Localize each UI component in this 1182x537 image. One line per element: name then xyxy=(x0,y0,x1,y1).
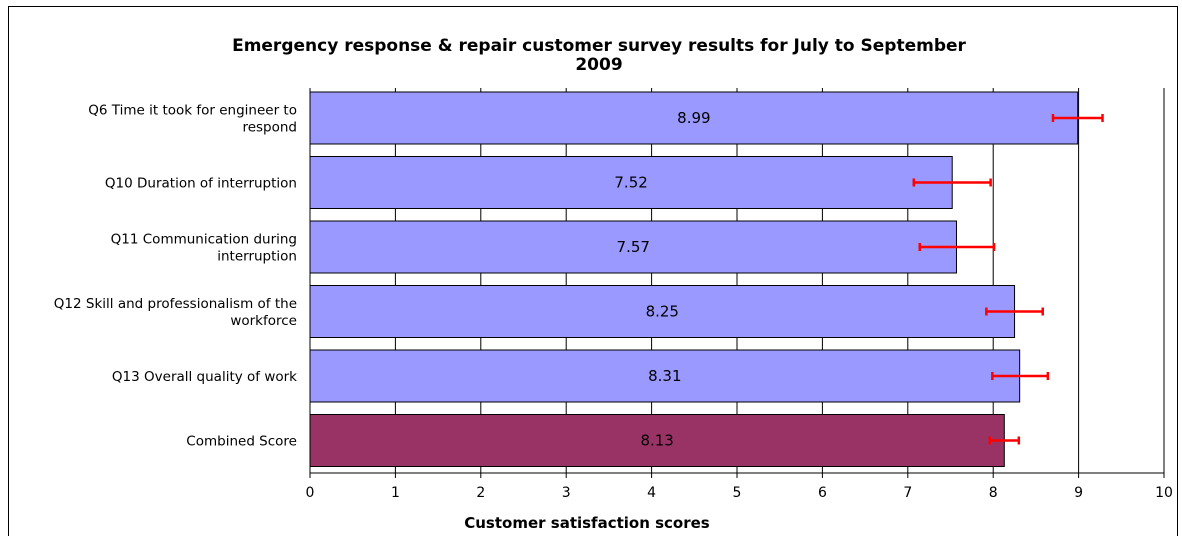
chart-title-line: Emergency response & repair customer sur… xyxy=(232,36,966,56)
x-tick-label: 8 xyxy=(989,485,998,501)
error-bar xyxy=(912,178,992,187)
x-tick-label: 10 xyxy=(1155,485,1173,501)
chart-svg: Emergency response & repair customer sur… xyxy=(54,36,1173,532)
chart-frame: Emergency response & repair customer sur… xyxy=(8,6,1178,536)
category-label: Q6 Time it took for engineer to xyxy=(88,103,297,119)
x-tick-label: 4 xyxy=(647,485,656,501)
bar xyxy=(309,414,1005,467)
x-tick-label: 9 xyxy=(1074,485,1083,501)
category-label: Q11 Communication during xyxy=(111,232,297,248)
error-bar xyxy=(991,372,1050,380)
value-label: 8.31 xyxy=(648,367,681,385)
x-tick-label: 3 xyxy=(562,485,571,501)
category-label: respond xyxy=(242,120,297,136)
category-label: Q12 Skill and professionalism of the xyxy=(54,296,297,312)
bars xyxy=(309,91,1079,467)
gridlines xyxy=(394,88,1165,473)
value-label: 7.52 xyxy=(614,174,647,192)
category-label: workforce xyxy=(230,313,297,329)
x-tick-label: 1 xyxy=(391,485,400,501)
value-label: 8.99 xyxy=(677,109,710,127)
x-tick-label: 6 xyxy=(818,485,827,501)
value-labels: 8.99 7.52 7.57 8.25 8.31 8.13 xyxy=(614,109,710,450)
category-label: Q10 Duration of interruption xyxy=(105,176,297,192)
x-axis-title: Customer satisfaction scores xyxy=(464,514,710,532)
bar xyxy=(309,285,1016,338)
x-tick-label: 7 xyxy=(903,485,912,501)
x-tick-label: 5 xyxy=(733,485,742,501)
value-label: 8.13 xyxy=(640,432,673,450)
error-bar xyxy=(1051,114,1104,122)
chart-title-line: 2009 xyxy=(575,55,622,75)
x-tick-label: 2 xyxy=(476,485,485,501)
error-bar xyxy=(918,243,996,251)
error-bars xyxy=(912,114,1104,445)
value-label: 8.25 xyxy=(646,303,679,321)
x-tick-label: 0 xyxy=(306,485,315,501)
category-label: Q13 Overall quality of work xyxy=(112,369,297,385)
error-bar xyxy=(988,436,1021,445)
chart-title: Emergency response & repair customer sur… xyxy=(232,36,966,75)
category-label: Combined Score xyxy=(186,434,297,450)
category-label: interruption xyxy=(217,249,297,265)
error-bar xyxy=(985,307,1044,316)
x-axis: 0 1 2 3 4 5 6 7 8 9 10 xyxy=(306,88,1173,501)
value-label: 7.57 xyxy=(617,238,650,256)
